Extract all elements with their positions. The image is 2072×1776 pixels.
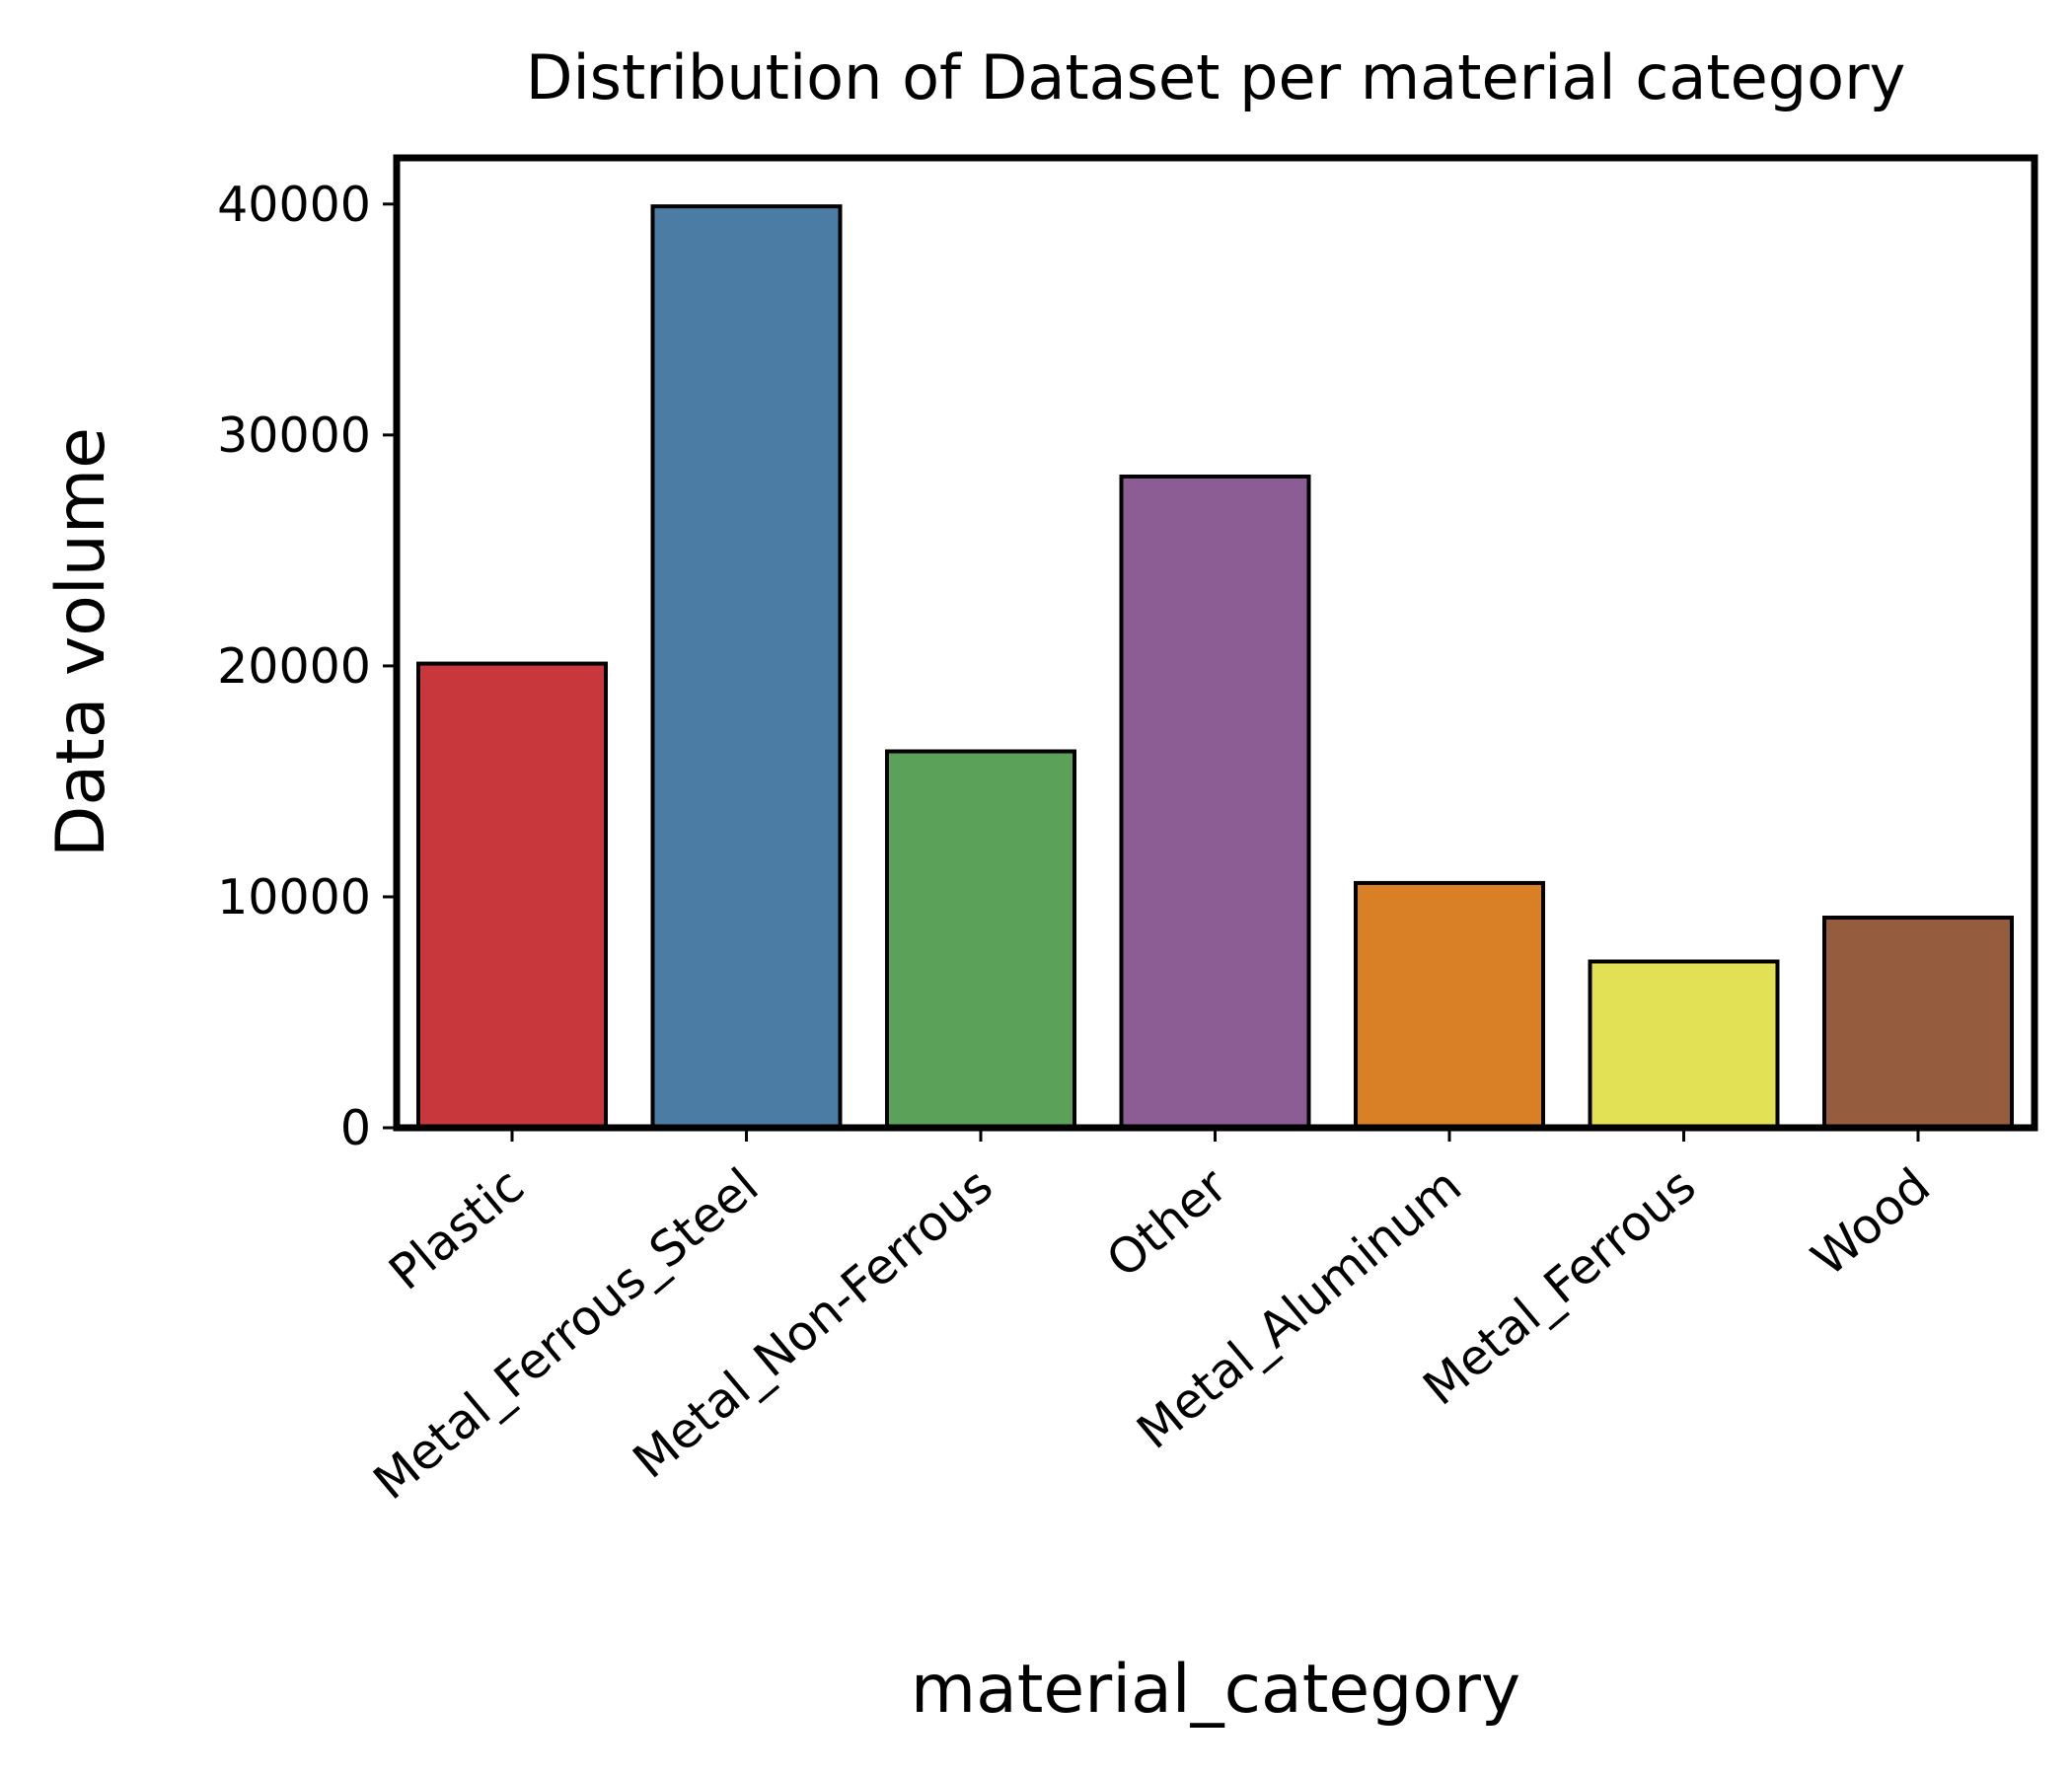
y-axis: 0 10000 20000 30000 40000 [217, 177, 397, 1156]
y-tick-label: 30000 [217, 407, 371, 464]
bar-metal-aluminum [1354, 880, 1545, 1131]
x-tick-label-other: Other [1096, 1157, 1238, 1290]
chart-title: Distribution of Dataset per material cat… [526, 41, 1906, 113]
x-tick-label-plastic: Plastic [379, 1157, 535, 1301]
y-tick-label: 40000 [217, 177, 371, 233]
bar-metal-non-ferrous [885, 749, 1076, 1130]
y-tick-label: 20000 [217, 638, 371, 695]
bar-metal-ferrous [1588, 959, 1780, 1130]
bars-layer [416, 204, 2014, 1131]
plot-frame [393, 154, 2038, 1132]
bar-plastic [416, 661, 608, 1130]
bar-metal-ferrous-steel [650, 204, 843, 1130]
y-tick-label: 0 [340, 1100, 371, 1156]
bar-wood [1822, 916, 2014, 1130]
bar-other [1119, 474, 1311, 1130]
x-axis: PlasticMetal_Ferrous_SteelMetal_Non-Ferr… [363, 1128, 1941, 1511]
y-axis-label: Data volume [42, 427, 120, 857]
y-tick-label: 10000 [217, 869, 371, 925]
x-tick-label-wood: Wood [1802, 1157, 1941, 1287]
x-tick-label-metal-ferrous-steel: Metal_Ferrous_Steel [363, 1157, 769, 1511]
x-axis-label: material_category [911, 1651, 1520, 1729]
